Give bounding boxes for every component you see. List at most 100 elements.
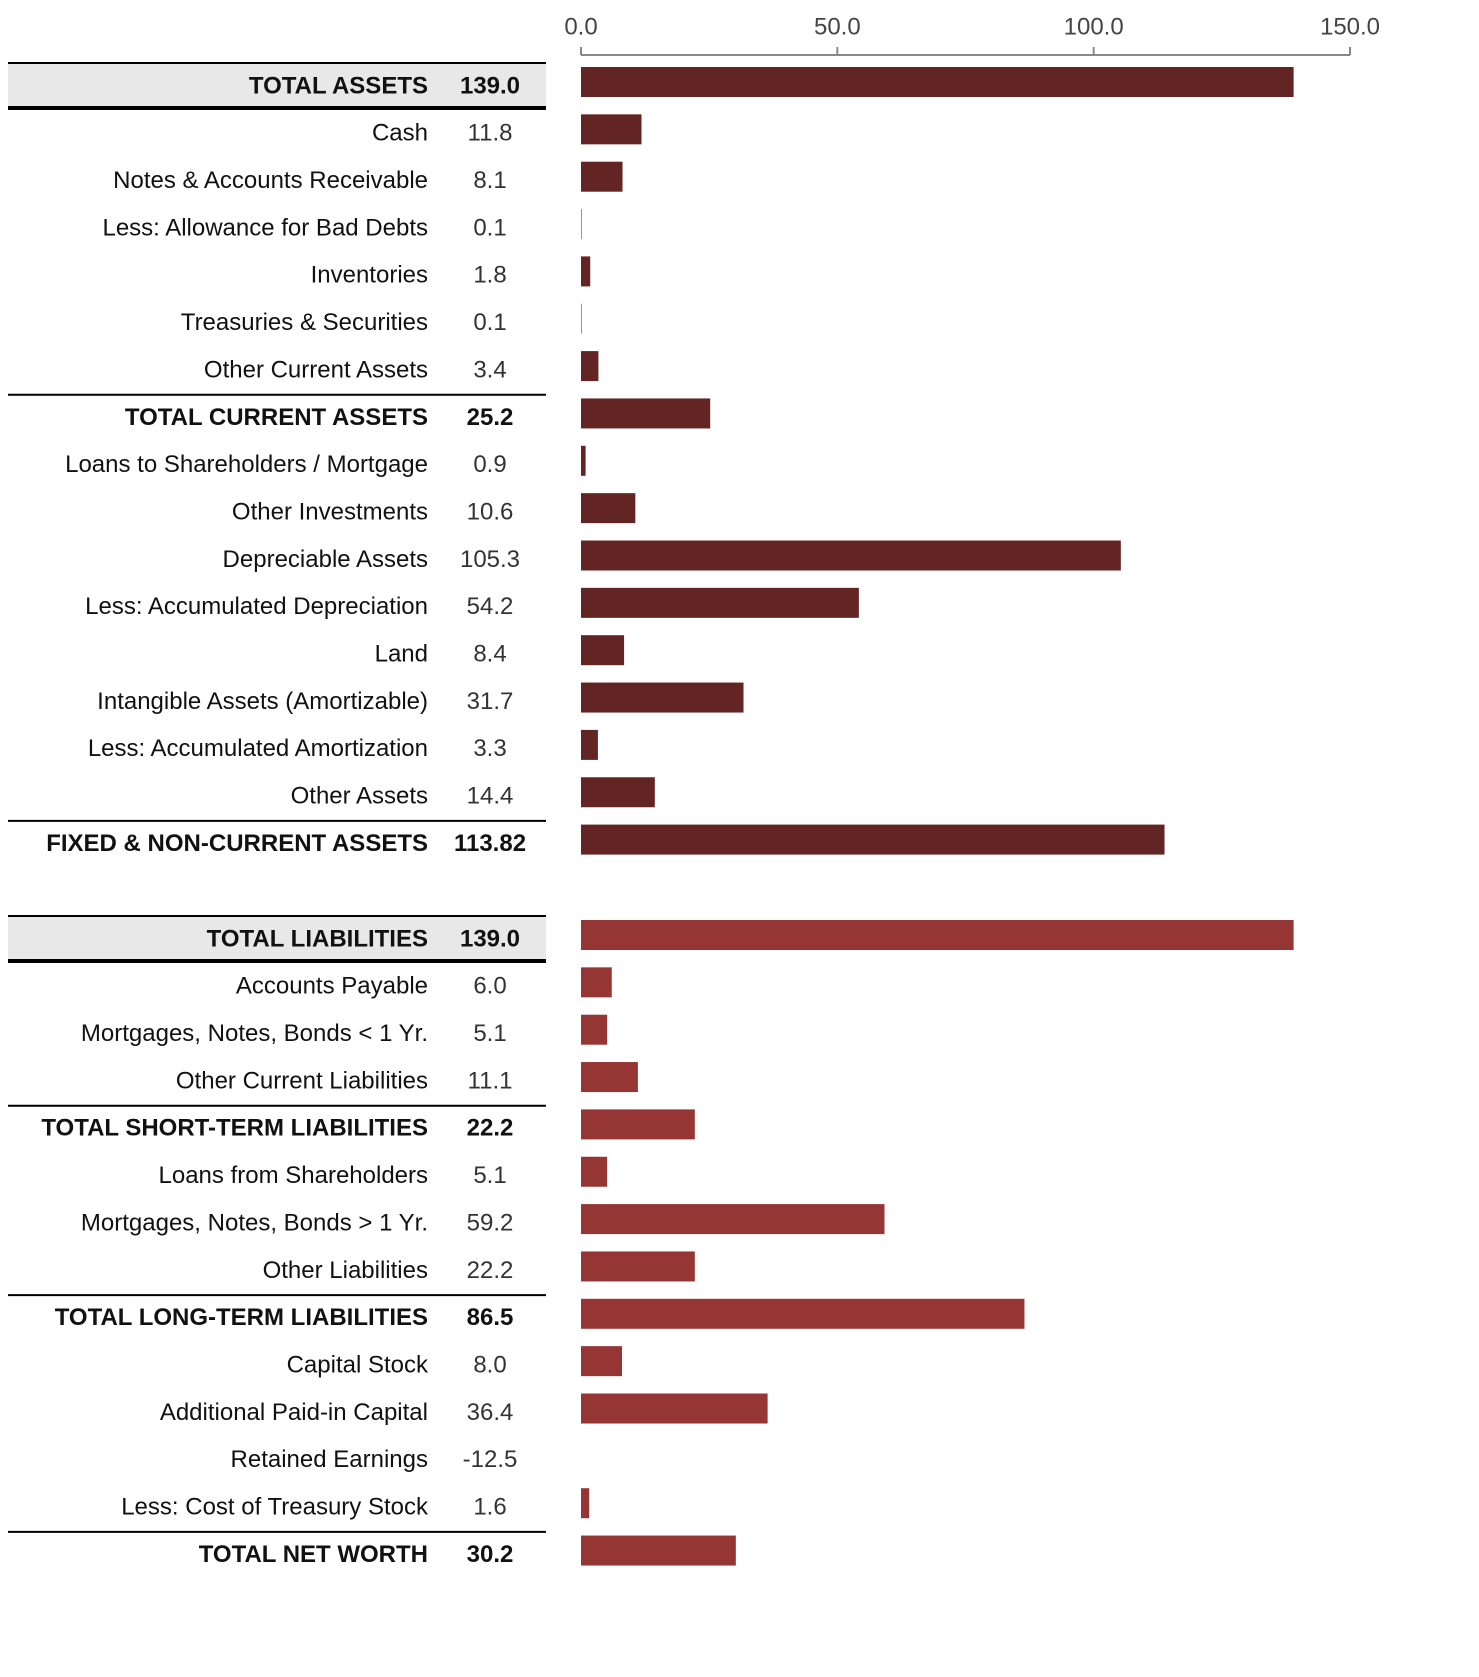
value-label: 139.0 (460, 925, 520, 952)
bar (581, 540, 1121, 571)
value-label: 11.8 (468, 120, 513, 147)
row-label: Loans from Shareholders (159, 1162, 428, 1189)
row-label: TOTAL NET WORTH (199, 1541, 428, 1568)
row-label: Other Current Liabilities (176, 1067, 428, 1094)
value-label: 31.7 (467, 688, 514, 715)
row-label: Notes & Accounts Receivable (113, 167, 428, 194)
bar (581, 587, 859, 618)
row-label: Other Assets (291, 783, 428, 810)
value-label: 54.2 (467, 593, 514, 620)
row-label: Retained Earnings (231, 1446, 428, 1473)
bar (581, 1393, 768, 1424)
bar (581, 209, 582, 240)
bar (581, 493, 636, 524)
value-label: 5.1 (473, 1020, 506, 1047)
row-label: Mortgages, Notes, Bonds < 1 Yr. (81, 1020, 428, 1047)
value-label: 1.8 (473, 262, 506, 289)
bar (581, 161, 623, 192)
bar (581, 824, 1165, 855)
value-label: 36.4 (467, 1399, 514, 1426)
bar (581, 1156, 608, 1187)
row-label: Accounts Payable (236, 973, 428, 1000)
row-label: Other Investments (232, 498, 428, 525)
value-label: 3.4 (473, 356, 506, 383)
value-label: 22.2 (467, 1257, 514, 1284)
value-label: 105.3 (460, 546, 520, 573)
row-label: TOTAL SHORT-TERM LIABILITIES (41, 1115, 428, 1142)
value-label: 6.0 (473, 973, 506, 1000)
bar (581, 1346, 623, 1377)
x-tick-label: 150.0 (1320, 13, 1380, 40)
row-label: Loans to Shareholders / Mortgage (65, 451, 428, 478)
row-label: Less: Accumulated Amortization (88, 735, 428, 762)
highlight-row (8, 917, 546, 959)
bar (581, 920, 1294, 950)
row-label: Additional Paid-in Capital (160, 1399, 428, 1426)
row-label: Mortgages, Notes, Bonds > 1 Yr. (81, 1209, 428, 1236)
bar (581, 1298, 1025, 1329)
bar (581, 1251, 695, 1282)
value-label: 1.6 (473, 1494, 506, 1521)
x-tick-label: 0.0 (564, 13, 597, 40)
row-label: Land (375, 641, 428, 668)
value-label: 10.6 (467, 498, 514, 525)
value-label: 14.4 (467, 783, 514, 810)
value-label: 3.3 (473, 735, 506, 762)
row-label: FIXED & NON-CURRENT ASSETS (46, 830, 428, 857)
value-label: 86.5 (467, 1304, 514, 1331)
value-label: -12.5 (463, 1446, 518, 1473)
row-label: Depreciable Assets (223, 546, 428, 573)
value-label: 8.4 (473, 641, 506, 668)
row-label: Less: Allowance for Bad Debts (102, 214, 428, 241)
bars (517, 67, 1294, 1566)
bar (581, 1204, 885, 1235)
row-label: Capital Stock (287, 1351, 429, 1378)
value-label: 30.2 (467, 1541, 514, 1568)
bar (581, 1014, 608, 1045)
bar (581, 67, 1294, 97)
bar (581, 303, 582, 334)
bar (581, 777, 655, 808)
bar (581, 682, 744, 713)
row-label: Other Current Assets (204, 356, 428, 383)
row-label: Cash (372, 120, 428, 147)
bar (581, 1488, 590, 1519)
highlight-row (8, 64, 546, 106)
row-label: TOTAL ASSETS (249, 72, 428, 99)
value-label: 8.1 (473, 167, 506, 194)
row-label: Intangible Assets (Amortizable) (97, 688, 428, 715)
bar (581, 1109, 695, 1140)
value-label: 5.1 (473, 1162, 506, 1189)
value-label: 139.0 (460, 72, 520, 99)
row-label: Inventories (311, 262, 428, 289)
x-tick-label: 50.0 (814, 13, 861, 40)
bar (581, 398, 711, 429)
row-label: TOTAL CURRENT ASSETS (125, 404, 428, 431)
value-label: 59.2 (467, 1209, 514, 1236)
row-label: Treasuries & Securities (181, 309, 428, 336)
bar (581, 114, 642, 145)
row-label: Less: Cost of Treasury Stock (121, 1494, 429, 1521)
value-label: 0.1 (473, 214, 506, 241)
value-label: 0.9 (473, 451, 506, 478)
bar (581, 445, 586, 476)
bar (517, 1441, 581, 1471)
bar (581, 1535, 736, 1566)
row-label: TOTAL LONG-TERM LIABILITIES (55, 1304, 428, 1331)
value-label: 22.2 (467, 1115, 514, 1142)
row-label: Less: Accumulated Depreciation (85, 593, 428, 620)
bar (581, 635, 625, 666)
row-label: Other Liabilities (263, 1257, 428, 1284)
value-label: 8.0 (473, 1351, 506, 1378)
value-label: 0.1 (473, 309, 506, 336)
bar (581, 351, 599, 382)
bar (581, 256, 591, 287)
bar (581, 967, 612, 998)
bar (581, 729, 598, 760)
x-tick-label: 100.0 (1064, 13, 1124, 40)
value-label: 113.82 (454, 830, 526, 857)
value-label: 11.1 (468, 1067, 513, 1094)
bar (581, 1062, 638, 1093)
row-label: TOTAL LIABILITIES (207, 925, 428, 952)
